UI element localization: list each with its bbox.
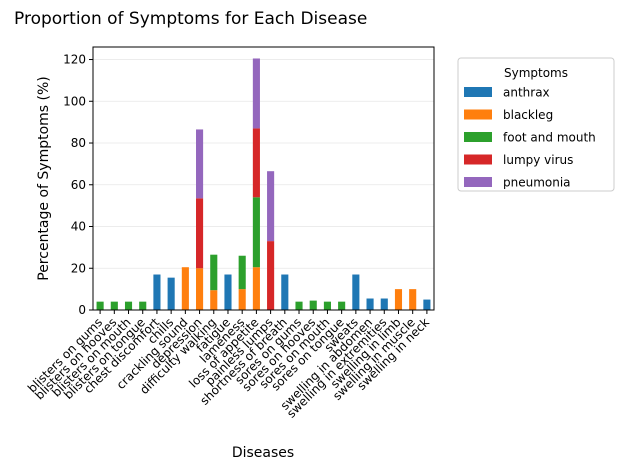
bar-segment-anthrax (153, 274, 161, 310)
legend-swatch (464, 132, 492, 142)
y-tick-label: 80 (71, 136, 86, 150)
legend-label: anthrax (503, 86, 550, 100)
bar-segment-foot-and-mouth (96, 301, 104, 310)
bar-segment-anthrax (352, 274, 360, 310)
bar-segment-foot-and-mouth (124, 301, 133, 310)
bar-segment-foot-and-mouth (252, 197, 260, 268)
bar-segment-foot-and-mouth (238, 255, 246, 290)
legend-label: blackleg (503, 108, 553, 122)
bar-segment-pneumonia (252, 58, 260, 129)
legend-frame (457, 57, 615, 192)
y-tick-label: 20 (71, 261, 86, 275)
legend-swatch (464, 109, 492, 120)
legend-label: foot and mouth (503, 131, 596, 145)
bar-segment-pneumonia (196, 129, 204, 199)
legend-title: Symptoms (504, 66, 568, 80)
bar-segment-blackleg (210, 290, 218, 310)
legend-label: lumpy virus (503, 153, 573, 167)
legend-swatch (464, 87, 492, 97)
bar-segment-foot-and-mouth (210, 254, 218, 291)
bar-segment-blackleg (238, 289, 246, 310)
y-tick-label: 60 (71, 178, 86, 192)
bars (96, 58, 431, 310)
legend-swatch (464, 154, 492, 165)
y-axis-label: Percentage of Symptoms (%) (36, 76, 52, 281)
x-axis-label: Diseases (232, 445, 294, 461)
bar-segment-anthrax (423, 299, 431, 310)
bar-segment-foot-and-mouth (139, 301, 147, 310)
y-tick-label: 40 (71, 220, 86, 234)
y-axis: 0 20 40 60 80 100 120 (63, 53, 93, 317)
bar-segment-anthrax (167, 277, 175, 310)
legend: Symptoms anthrax blackleg foot and mouth lu… (457, 57, 615, 192)
plot-frame (92, 46, 435, 311)
bar-segment-lumpy-virus (252, 128, 260, 198)
y-tick-label: 0 (78, 303, 86, 317)
bar-segment-anthrax (281, 274, 289, 310)
chart-title: Proportion of Symptoms for Each Disease (14, 9, 367, 29)
bar-segment-blackleg (394, 289, 403, 310)
bar-segment-lumpy-virus (196, 198, 204, 269)
bar-segment-blackleg (409, 289, 417, 310)
bar-segment-lumpy-virus (267, 241, 275, 310)
legend-swatch (464, 177, 492, 187)
bar-segment-foot-and-mouth (323, 301, 331, 310)
bar-segment-anthrax (224, 274, 232, 310)
bar-segment-blackleg (196, 268, 204, 310)
bar-segment-blackleg (181, 267, 189, 310)
bar-segment-foot-and-mouth (338, 301, 346, 310)
y-tick-label: 100 (63, 94, 86, 108)
y-tick-label: 120 (63, 53, 86, 67)
bar-segment-foot-and-mouth (110, 301, 118, 310)
bar-segment-blackleg (252, 267, 260, 310)
bar-segment-anthrax (366, 298, 374, 310)
bar-segment-foot-and-mouth (309, 300, 317, 310)
bar-segment-pneumonia (267, 171, 275, 242)
legend-label: pneumonia (503, 176, 571, 190)
gridlines (93, 59, 434, 311)
bar-segment-foot-and-mouth (295, 301, 303, 310)
bar-segment-anthrax (380, 298, 388, 310)
